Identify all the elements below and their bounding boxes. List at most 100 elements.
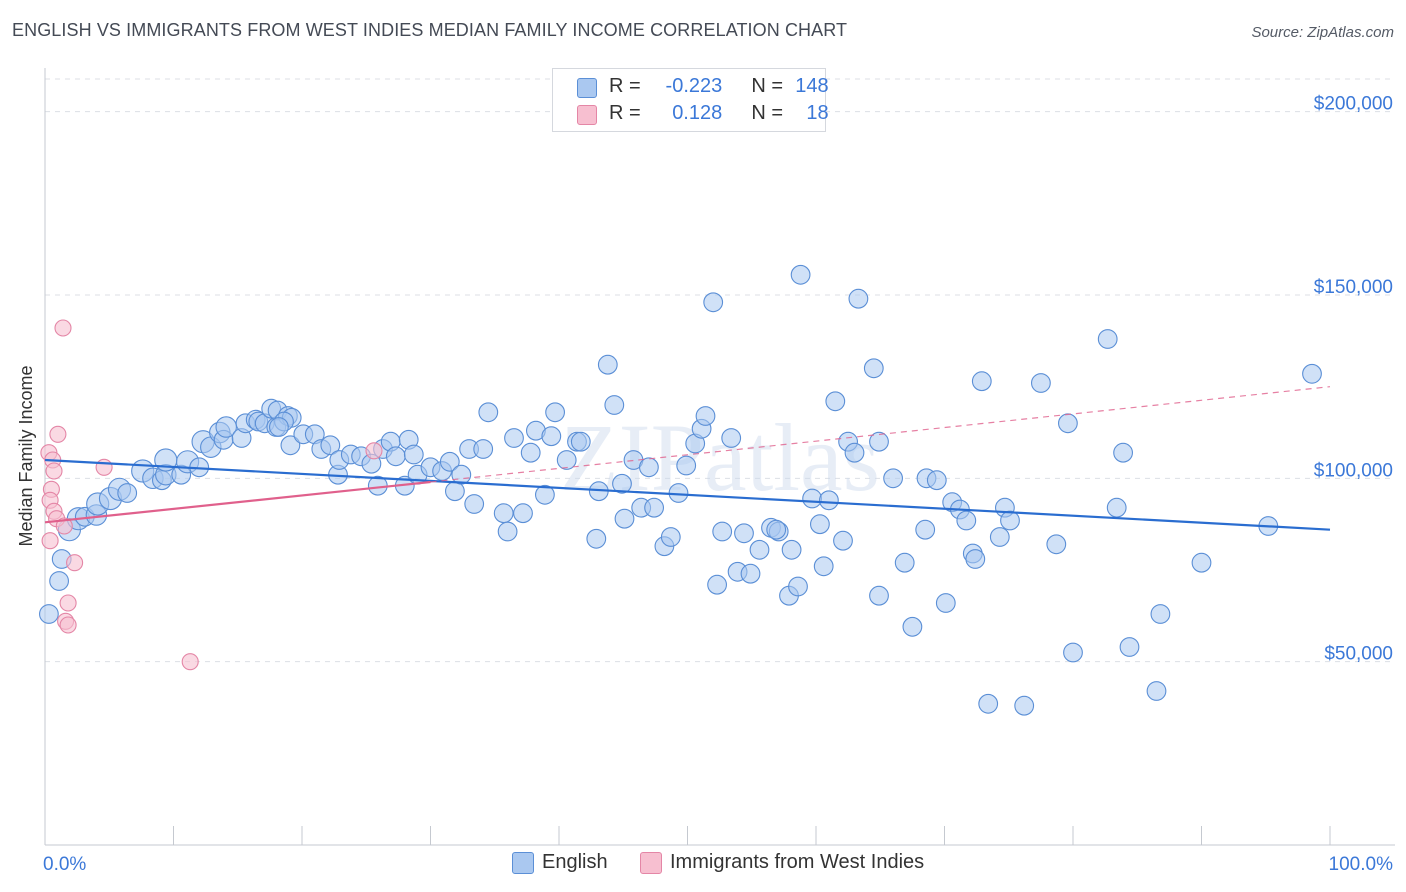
- english-point: [280, 435, 301, 456]
- west-indies-point: [59, 616, 77, 634]
- english-point: [926, 470, 947, 491]
- english-point: [1031, 373, 1051, 393]
- english-point: [444, 481, 465, 502]
- tick-labels: $50,000 $100,000 $150,000 $200,000 0.0% 100.0…: [43, 94, 1393, 875]
- english-point: [869, 431, 889, 452]
- english-legend-label: English: [542, 851, 608, 873]
- english-point: [695, 406, 716, 426]
- english-point: [676, 455, 697, 476]
- english-legend-swatch: [512, 852, 534, 874]
- english-point: [604, 395, 625, 415]
- english-point: [597, 354, 618, 375]
- english-point: [513, 503, 533, 524]
- trend-lines: [44, 386, 1331, 531]
- english-point: [493, 503, 514, 524]
- english-point: [541, 426, 562, 447]
- english-point: [740, 563, 761, 584]
- english-point: [989, 527, 1010, 547]
- n-value-west-indies: 18: [806, 102, 829, 124]
- english-swatch: [577, 78, 597, 98]
- english-point: [935, 593, 956, 613]
- english-point: [403, 444, 424, 465]
- english-point: [1113, 442, 1134, 463]
- english-point: [497, 521, 518, 542]
- english-point: [1097, 329, 1118, 349]
- x-tick-label-end: 100.0%: [1329, 854, 1394, 875]
- english-point: [660, 527, 681, 547]
- west-indies-point: [45, 462, 63, 480]
- english-point: [819, 490, 839, 511]
- english-point: [320, 435, 341, 456]
- english-point: [802, 488, 823, 509]
- english-point: [749, 539, 770, 560]
- source-label: Source: ZipAtlas.com: [1251, 24, 1394, 41]
- y-tick-label: $100,000: [1314, 460, 1393, 481]
- english-point: [586, 528, 607, 549]
- y-axis-label-wrap: Median Family Income: [16, 275, 37, 546]
- english-point: [813, 556, 834, 577]
- english-point: [1063, 642, 1083, 663]
- west-indies-point: [55, 517, 73, 535]
- english-point: [844, 442, 865, 463]
- english-point: [915, 519, 936, 540]
- english-point: [833, 530, 853, 551]
- english-point: [570, 431, 591, 452]
- english-point: [464, 494, 485, 514]
- english-point: [1146, 681, 1167, 701]
- chart-title: ENGLISH VS IMMIGRANTS FROM WEST INDIES M…: [12, 20, 848, 40]
- west-indies-trend-extension: [430, 386, 1331, 483]
- english-point: [788, 576, 808, 597]
- english-point: [902, 616, 923, 637]
- english-point: [1191, 552, 1212, 573]
- n-label: N =: [751, 102, 784, 124]
- english-point: [894, 552, 915, 573]
- west-indies-point: [49, 425, 67, 443]
- west-indies-point: [181, 653, 199, 671]
- english-point: [1106, 497, 1127, 518]
- english-point: [268, 417, 289, 437]
- english-point: [721, 428, 742, 448]
- west-indies-point: [59, 594, 77, 612]
- west-indies-point: [41, 532, 59, 550]
- english-point: [766, 519, 787, 540]
- english-point: [978, 693, 999, 714]
- correlation-legend: R = -0.223 N = 148 R = 0.128 N = 18: [552, 68, 829, 132]
- english-point: [520, 442, 541, 463]
- english-point: [825, 391, 846, 412]
- english-point: [478, 402, 499, 423]
- english-point: [639, 457, 659, 478]
- english-stats: R = -0.223 N = 148: [609, 75, 829, 98]
- y-tick-label: $50,000: [1324, 644, 1393, 665]
- english-point: [712, 521, 733, 542]
- r-label: R =: [609, 75, 641, 97]
- english-point: [39, 604, 59, 624]
- english-point: [810, 514, 830, 535]
- english-point: [545, 402, 566, 423]
- r-value-english: -0.223: [665, 75, 723, 97]
- n-value-english: 148: [795, 75, 829, 97]
- english-point: [883, 468, 904, 489]
- english-point: [612, 473, 632, 494]
- english-trend-line: [44, 458, 1331, 531]
- english-point: [863, 358, 884, 379]
- english-point: [707, 574, 728, 595]
- english-point: [439, 451, 460, 472]
- y-tick-label: $150,000: [1314, 277, 1393, 298]
- english-point: [473, 439, 494, 459]
- english-point: [965, 549, 986, 569]
- english-point: [1058, 413, 1078, 434]
- west-indies-legend-swatch: [640, 852, 662, 874]
- west-indies-point: [95, 458, 113, 476]
- english-point: [734, 523, 754, 544]
- english-point: [504, 428, 524, 448]
- english-point: [703, 292, 724, 313]
- english-point: [614, 508, 635, 529]
- west-indies-point: [365, 442, 383, 460]
- english-point: [1000, 510, 1020, 531]
- english-point: [971, 371, 992, 392]
- y-tick-label: $200,000: [1314, 94, 1393, 115]
- r-label: R =: [609, 102, 641, 124]
- english-point: [848, 288, 869, 309]
- y-axis-label: Median Family Income: [16, 365, 36, 547]
